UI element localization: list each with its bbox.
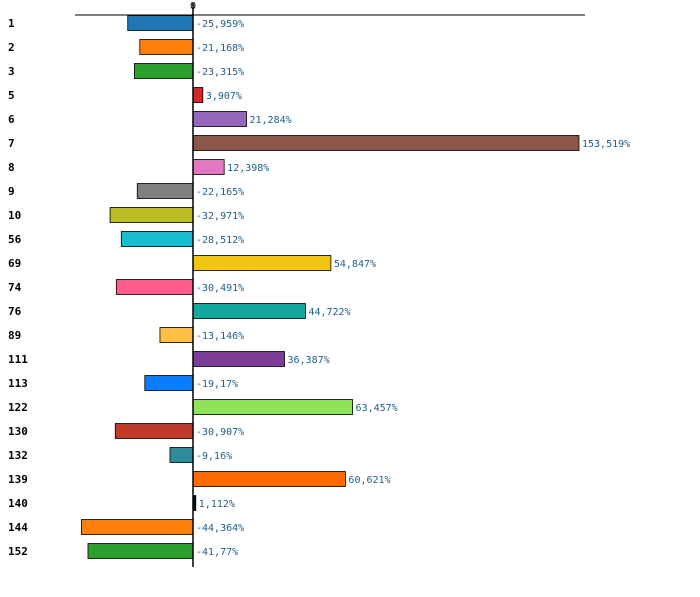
bar xyxy=(127,15,194,31)
value-label: 36,387% xyxy=(287,355,329,366)
bars-group: 1 -25,959% 2 -21,168% 3 -23,315% 5 3,907% 6 21,28… xyxy=(8,15,630,559)
bar xyxy=(114,423,194,439)
bar xyxy=(192,471,346,487)
category-label: 132 xyxy=(8,449,28,462)
bar xyxy=(192,87,204,103)
category-label: 89 xyxy=(8,329,21,342)
category-label: 1 xyxy=(8,17,15,30)
category-label: 139 xyxy=(8,473,28,486)
value-label: -19,17% xyxy=(196,379,238,390)
value-label: -44,364% xyxy=(196,523,244,534)
category-label: 8 xyxy=(8,161,15,174)
value-label: 3,907% xyxy=(206,91,242,102)
value-label: -13,146% xyxy=(196,331,244,342)
bar xyxy=(139,39,194,55)
category-label: 76 xyxy=(8,305,22,318)
value-label: -21,168% xyxy=(196,43,244,54)
value-label: -25,959% xyxy=(196,19,244,30)
value-label: 153,519% xyxy=(582,139,630,150)
category-label: 152 xyxy=(8,545,28,558)
category-label: 2 xyxy=(8,41,15,54)
bar xyxy=(133,63,194,79)
category-label: 7 xyxy=(8,137,15,150)
category-label: 69 xyxy=(8,257,21,270)
category-label: 140 xyxy=(8,497,28,510)
value-label: -30,907% xyxy=(196,427,244,438)
value-label: -23,315% xyxy=(196,67,244,78)
value-label: -9,16% xyxy=(196,451,232,462)
value-label: 60,621% xyxy=(348,475,390,486)
bar xyxy=(192,351,285,367)
bar xyxy=(115,279,194,295)
value-label: 12,398% xyxy=(227,163,269,174)
bar xyxy=(169,447,194,463)
value-label: 44,722% xyxy=(308,307,350,318)
category-label: 56 xyxy=(8,233,22,246)
category-label: 144 xyxy=(8,521,28,534)
bar xyxy=(159,327,194,343)
bar xyxy=(120,231,194,247)
category-label: 74 xyxy=(8,281,22,294)
value-label: 54,847% xyxy=(334,259,376,270)
value-label: -22,165% xyxy=(196,187,244,198)
category-label: 5 xyxy=(8,89,15,102)
bar xyxy=(192,399,353,415)
value-label: -30,491% xyxy=(196,283,244,294)
bar xyxy=(87,543,194,559)
category-label: 3 xyxy=(8,65,15,78)
category-label: 130 xyxy=(8,425,28,438)
bar xyxy=(81,519,194,535)
category-label: 122 xyxy=(8,401,28,414)
bar xyxy=(144,375,194,391)
bar xyxy=(192,135,580,151)
value-label: 63,457% xyxy=(356,403,398,414)
bar xyxy=(192,303,306,319)
value-label: -32,971% xyxy=(196,211,244,222)
bar xyxy=(192,255,332,271)
bar xyxy=(136,183,194,199)
value-label: 21,284% xyxy=(250,115,292,126)
value-label: -41,77% xyxy=(196,547,238,558)
value-label: 1,112% xyxy=(199,499,235,510)
category-label: 111 xyxy=(8,353,28,366)
bar xyxy=(192,111,247,127)
value-label: -28,512% xyxy=(196,235,244,246)
category-label: 10 xyxy=(8,209,21,222)
category-label: 9 xyxy=(8,185,15,198)
category-label: 6 xyxy=(8,113,15,126)
category-label: 113 xyxy=(8,377,28,390)
bar xyxy=(109,207,194,223)
bar xyxy=(192,159,225,175)
